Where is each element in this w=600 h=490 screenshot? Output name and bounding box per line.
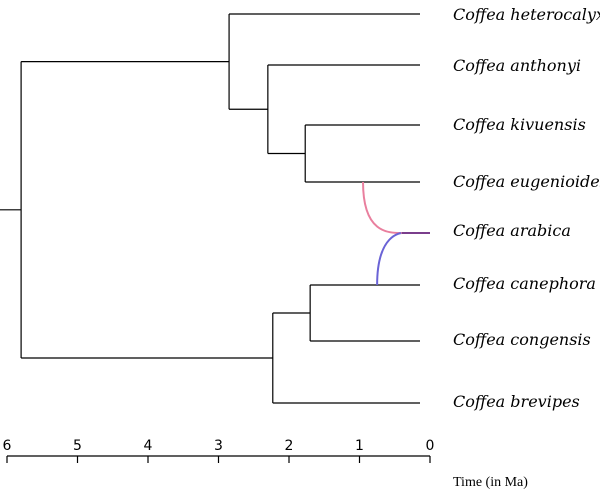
hybridization-links	[362, 181, 430, 286]
taxon-label: Coffea canephora	[453, 274, 596, 293]
taxon-labels: Coffea heterocalyx Coffea anthonyi Coffe…	[453, 5, 600, 411]
taxon-label: Coffea brevipes	[453, 392, 580, 411]
taxon-label: Coffea kivuensis	[453, 115, 586, 134]
axis-tick-label: 6	[3, 438, 12, 454]
axis-tick-label: 3	[214, 438, 223, 454]
axis-tick-label: 2	[285, 438, 294, 454]
taxon-label: Coffea eugenioides	[453, 172, 600, 191]
taxon-label: Coffea anthonyi	[453, 56, 581, 75]
taxon-label: Coffea arabica	[453, 221, 571, 240]
time-axis: 6 5 4 3 2 1 0 Time (in Ma)	[3, 438, 529, 490]
taxon-label: Coffea congensis	[453, 330, 591, 349]
taxon-label: Coffea heterocalyx	[453, 5, 600, 24]
axis-tick-label: 5	[73, 438, 82, 454]
tree-branches	[0, 13, 420, 404]
axis-tick-label: 0	[426, 438, 435, 454]
axis-ticks: 6 5 4 3 2 1 0	[3, 438, 435, 463]
axis-tick-label: 1	[355, 438, 364, 454]
axis-title: Time (in Ma)	[453, 475, 528, 490]
hybrid-link-paternal	[376, 232, 403, 286]
hybrid-link-maternal	[362, 181, 402, 234]
axis-tick-label: 4	[144, 438, 153, 454]
